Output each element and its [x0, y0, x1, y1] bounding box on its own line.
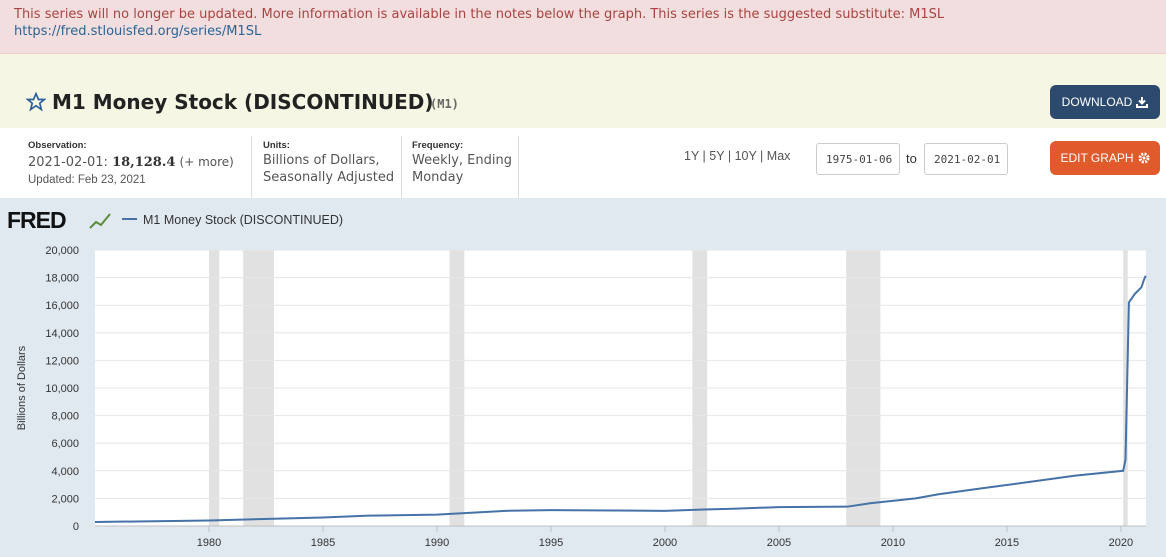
separator: [251, 136, 252, 198]
range-button[interactable]: Max: [766, 149, 791, 163]
series-line: [94, 275, 1147, 523]
x-tick-label: 2010: [881, 537, 905, 549]
y-tick-label: 4,000: [51, 466, 79, 478]
range-button[interactable]: 1Y: [684, 149, 700, 163]
y-tick-label: 12,000: [45, 355, 79, 367]
observation-label: Observation:: [28, 140, 87, 151]
series-title: M1 Money Stock (DISCONTINUED): [52, 90, 434, 114]
chart: FRED 0 2,000 4,000 6,000 8,000 10,000 12,000 14…: [0, 198, 1166, 557]
start-date-input[interactable]: 1975-01-06: [816, 143, 900, 175]
range-buttons: 1Y | 5Y | 10Y | Max: [684, 149, 790, 163]
y-tick-label: 18,000: [45, 273, 79, 285]
legend-label: M1 Money Stock (DISCONTINUED): [143, 213, 343, 227]
x-tick-label: 1995: [539, 537, 563, 549]
favorite-star[interactable]: [26, 92, 46, 112]
observation-date: 2021-02-01:: [28, 155, 108, 170]
x-tick-label: 1980: [197, 537, 221, 549]
range-separator: |: [724, 149, 735, 163]
y-axis-label: Billions of Dollars: [16, 345, 28, 430]
alert-message: This series will no longer be updated. M…: [14, 7, 945, 22]
range-button[interactable]: 5Y: [709, 149, 725, 163]
frequency: Weekly, Ending Monday: [412, 153, 512, 185]
range-separator: |: [699, 149, 710, 163]
updated: Updated: Feb 23, 2021: [28, 174, 146, 186]
download-button[interactable]: DOWNLOAD: [1050, 85, 1160, 119]
separator: [401, 136, 402, 198]
y-tick-label: 10,000: [45, 383, 79, 395]
series-id: (M1): [430, 97, 459, 111]
fred-logo: FRED: [7, 207, 66, 233]
logo-icon: [89, 213, 111, 229]
end-date-input[interactable]: 2021-02-01: [924, 143, 1008, 175]
alert-text: This series will no longer be updated. M…: [14, 6, 1114, 40]
x-tick-label: 2020: [1109, 537, 1133, 549]
alert-banner: This series will no longer be updated. M…: [0, 0, 1166, 54]
units: Billions of Dollars, Seasonally Adjusted: [263, 153, 395, 185]
observation-value: 18,128.4: [112, 155, 176, 170]
range-button[interactable]: 10Y: [734, 149, 757, 163]
observation: 2021-02-01: 18,128.4 (+ more): [28, 154, 234, 171]
y-tick-label: 0: [73, 521, 79, 533]
edit-graph-button[interactable]: EDIT GRAPH: [1050, 141, 1160, 175]
download-icon: [1136, 97, 1149, 108]
x-tick-label: 2000: [653, 537, 677, 549]
info-row: Observation: 2021-02-01: 18,128.4 (+ mor…: [0, 128, 1166, 198]
x-tick-label: 2005: [767, 537, 791, 549]
y-tick-label: 14,000: [45, 328, 79, 340]
x-tick-label: 1985: [311, 537, 335, 549]
x-tick-label: 2015: [995, 537, 1019, 549]
y-tick-label: 20,000: [45, 245, 79, 257]
frequency-label: Frequency:: [412, 140, 464, 151]
title-band: M1 Money Stock (DISCONTINUED) (M1) DOWNL…: [0, 54, 1166, 128]
range-separator: |: [756, 149, 767, 163]
to-label: to: [906, 151, 917, 166]
y-tick-label: 2,000: [51, 493, 79, 505]
y-tick-label: 8,000: [51, 411, 79, 423]
separator: [518, 136, 519, 198]
download-label: DOWNLOAD: [1061, 95, 1133, 109]
units-label: Units:: [263, 140, 290, 151]
more-link[interactable]: (+ more): [179, 155, 234, 169]
substitute-link[interactable]: https://fred.stlouisfed.org/series/M1SL: [14, 24, 262, 39]
y-tick-label: 6,000: [51, 438, 79, 450]
gear-icon: [1138, 152, 1150, 164]
x-tick-label: 1990: [425, 537, 449, 549]
edit-graph-label: EDIT GRAPH: [1060, 151, 1134, 165]
y-tick-label: 16,000: [45, 300, 79, 312]
